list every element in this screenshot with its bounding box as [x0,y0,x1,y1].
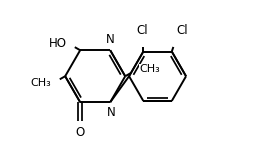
Text: Cl: Cl [136,24,148,37]
Text: N: N [106,33,115,46]
Text: CH₃: CH₃ [139,64,160,74]
Text: O: O [76,126,85,139]
Text: CH₃: CH₃ [30,78,51,88]
Text: HO: HO [49,37,67,50]
Text: N: N [107,106,115,119]
Text: Cl: Cl [177,24,188,37]
